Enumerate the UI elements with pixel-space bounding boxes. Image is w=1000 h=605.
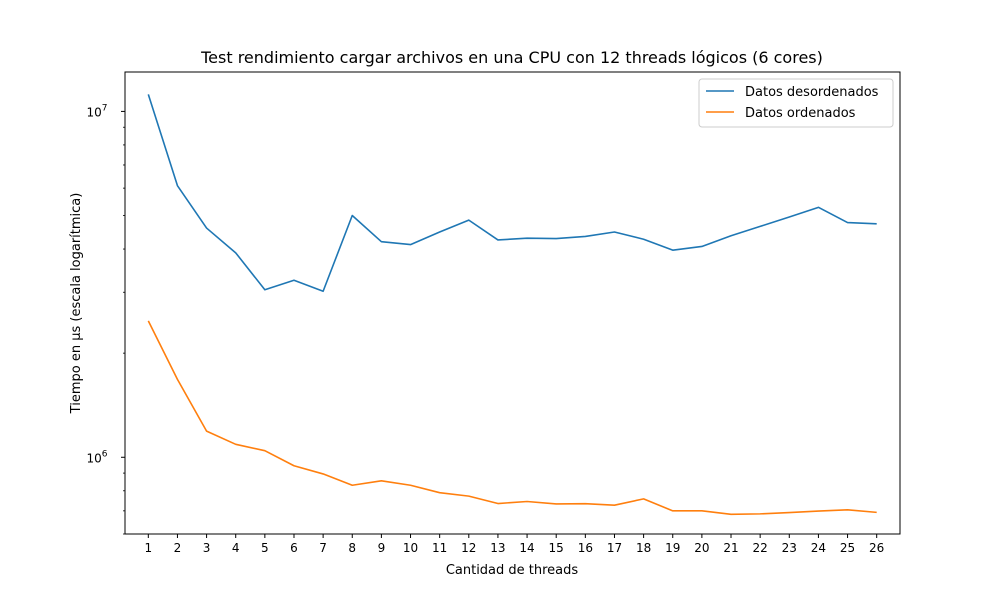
x-tick-label: 16	[578, 541, 593, 555]
x-tick-label: 25	[840, 541, 855, 555]
legend-label: Datos desordenados	[745, 85, 879, 100]
x-tick-label: 5	[261, 541, 269, 555]
x-tick-label: 18	[636, 541, 651, 555]
x-tick-label: 1	[144, 541, 152, 555]
y-axis-label: Tiempo en µs (escala logarítmica)	[69, 193, 84, 415]
x-tick-label: 17	[607, 541, 622, 555]
x-tick-label: 13	[490, 541, 505, 555]
x-tick-label: 3	[203, 541, 211, 555]
x-tick-label: 26	[869, 541, 884, 555]
x-tick-label: 12	[461, 541, 476, 555]
x-tick-label: 15	[549, 541, 564, 555]
legend-label: Datos ordenados	[745, 106, 856, 121]
x-tick-label: 7	[319, 541, 327, 555]
x-tick-label: 4	[232, 541, 240, 555]
chart-title: Test rendimiento cargar archivos en una …	[200, 48, 823, 67]
x-tick-label: 24	[811, 541, 826, 555]
legend: Datos desordenados Datos ordenados	[699, 79, 893, 127]
x-tick-label: 20	[694, 541, 709, 555]
x-tick-label: 21	[723, 541, 738, 555]
x-tick-label: 19	[665, 541, 680, 555]
x-tick-label: 23	[782, 541, 797, 555]
x-tick-label: 6	[290, 541, 298, 555]
x-tick-label: 14	[519, 541, 534, 555]
x-tick-label: 9	[378, 541, 386, 555]
x-tick-label: 10	[403, 541, 418, 555]
x-axis-label: Cantidad de threads	[446, 563, 579, 578]
x-tick-label: 8	[348, 541, 356, 555]
x-tick-label: 22	[753, 541, 768, 555]
x-tick-label: 11	[432, 541, 447, 555]
x-tick-label: 2	[174, 541, 182, 555]
